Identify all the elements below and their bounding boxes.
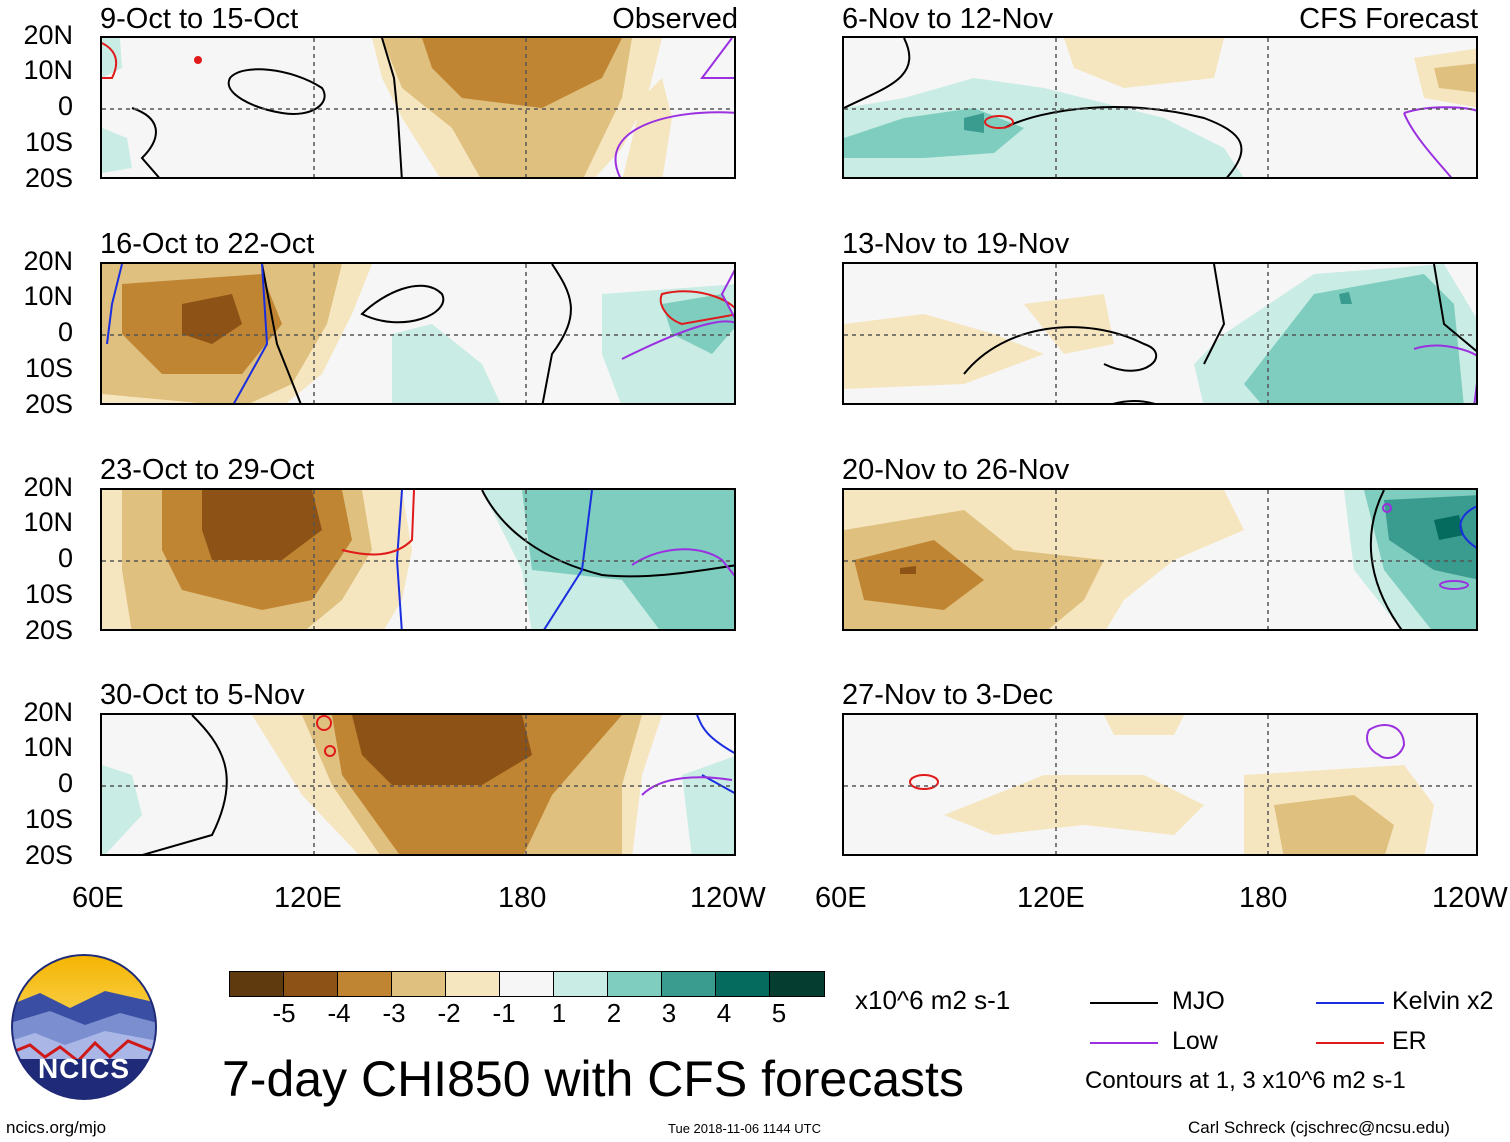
footer-url: ncics.org/mjo [6, 1118, 107, 1137]
colorbar-swatch [608, 972, 662, 996]
lon-label-120w: 120W [690, 882, 766, 914]
colorbar-tick: 3 [661, 998, 677, 1028]
lat-label: 20S [24, 389, 73, 419]
lon-label-120w: 120W [1432, 882, 1508, 914]
colorbar-swatch [500, 972, 554, 996]
panel-title: 6-Nov to 12-Nov [842, 3, 1054, 35]
colorbar [229, 971, 825, 997]
panel-title: 16-Oct to 22-Oct [100, 228, 315, 260]
lat-label: 10S [24, 804, 73, 834]
lat-label: 10N [23, 732, 73, 762]
panel-title: 30-Oct to 5-Nov [100, 679, 305, 711]
colorbar-swatch [770, 972, 824, 996]
lat-label: 10S [24, 127, 73, 157]
colorbar-tick: -2 [437, 998, 461, 1028]
lon-label-60e: 60E [72, 882, 124, 914]
panel-title: 13-Nov to 19-Nov [842, 228, 1070, 260]
colorbar-swatch [446, 972, 500, 996]
legend-low-label: Low [1172, 1027, 1218, 1055]
colorbar-tick: -5 [272, 998, 296, 1028]
colorbar-tick: -1 [492, 998, 516, 1028]
colorbar-tick: 2 [606, 998, 622, 1028]
legend-kelvin-line [1316, 1002, 1384, 1004]
lat-label: 0 [57, 317, 73, 347]
colorbar-swatch [230, 972, 284, 996]
legend-er-label: ER [1392, 1027, 1427, 1055]
forecast-label: CFS Forecast [1299, 3, 1478, 35]
lat-label: 20N [23, 472, 73, 502]
legend-low-line [1090, 1042, 1158, 1044]
colorbar-tick: -3 [382, 998, 406, 1028]
lon-label-180: 180 [1239, 882, 1288, 914]
lat-label: 20N [23, 697, 73, 727]
units-label: x10^6 m2 s-1 [855, 985, 1011, 1015]
logo-text: NCICS [37, 1053, 131, 1084]
panel-title: 23-Oct to 29-Oct [100, 454, 315, 486]
lat-label: 20S [24, 163, 73, 193]
lat-label: 20S [24, 615, 73, 645]
lon-label-60e: 60E [815, 882, 867, 914]
panel-title: 27-Nov to 3-Dec [842, 679, 1054, 711]
colorbar-tick: 5 [771, 998, 787, 1028]
lat-label: 10N [23, 281, 73, 311]
lon-label-120e: 120E [1017, 882, 1085, 914]
lat-label: 10S [24, 353, 73, 383]
lat-label: 20N [23, 246, 73, 276]
lon-label-180: 180 [498, 882, 547, 914]
lat-label: 10N [23, 507, 73, 537]
footer-timestamp: Tue 2018-11-06 1144 UTC [668, 1121, 821, 1136]
lat-label: 0 [57, 91, 73, 121]
colorbar-swatch [554, 972, 608, 996]
panel-title: 20-Nov to 26-Nov [842, 454, 1070, 486]
colorbar-swatch [716, 972, 770, 996]
observed-label: Observed [612, 3, 738, 35]
lon-label-120e: 120E [274, 882, 342, 914]
legend-mjo-label: MJO [1172, 987, 1225, 1015]
colorbar-swatch [662, 972, 716, 996]
legend-kelvin-label: Kelvin x2 [1392, 987, 1494, 1015]
colorbar-swatch [338, 972, 392, 996]
ncics-logo: NCICS [10, 953, 158, 1101]
legend-er-line [1316, 1042, 1384, 1044]
lat-label: 0 [57, 768, 73, 798]
colorbar-tick: 4 [716, 998, 732, 1028]
colorbar-swatch [392, 972, 446, 996]
colorbar-tick: 1 [551, 998, 567, 1028]
lat-label: 0 [57, 543, 73, 573]
contours-note: Contours at 1, 3 x10^6 m2 s-1 [1085, 1067, 1406, 1094]
main-title: 7-day CHI850 with CFS forecasts [222, 1051, 964, 1107]
lat-label: 10S [24, 579, 73, 609]
lat-label: 10N [23, 55, 73, 85]
legend-mjo-line [1090, 1002, 1158, 1004]
lat-label: 20N [23, 20, 73, 50]
panel-title: 9-Oct to 15-Oct [100, 3, 299, 35]
lat-label: 20S [24, 840, 73, 870]
footer-credit: Carl Schreck (cjschrec@ncsu.edu) [1188, 1118, 1450, 1137]
colorbar-swatch [284, 972, 338, 996]
colorbar-tick: -4 [327, 998, 351, 1028]
